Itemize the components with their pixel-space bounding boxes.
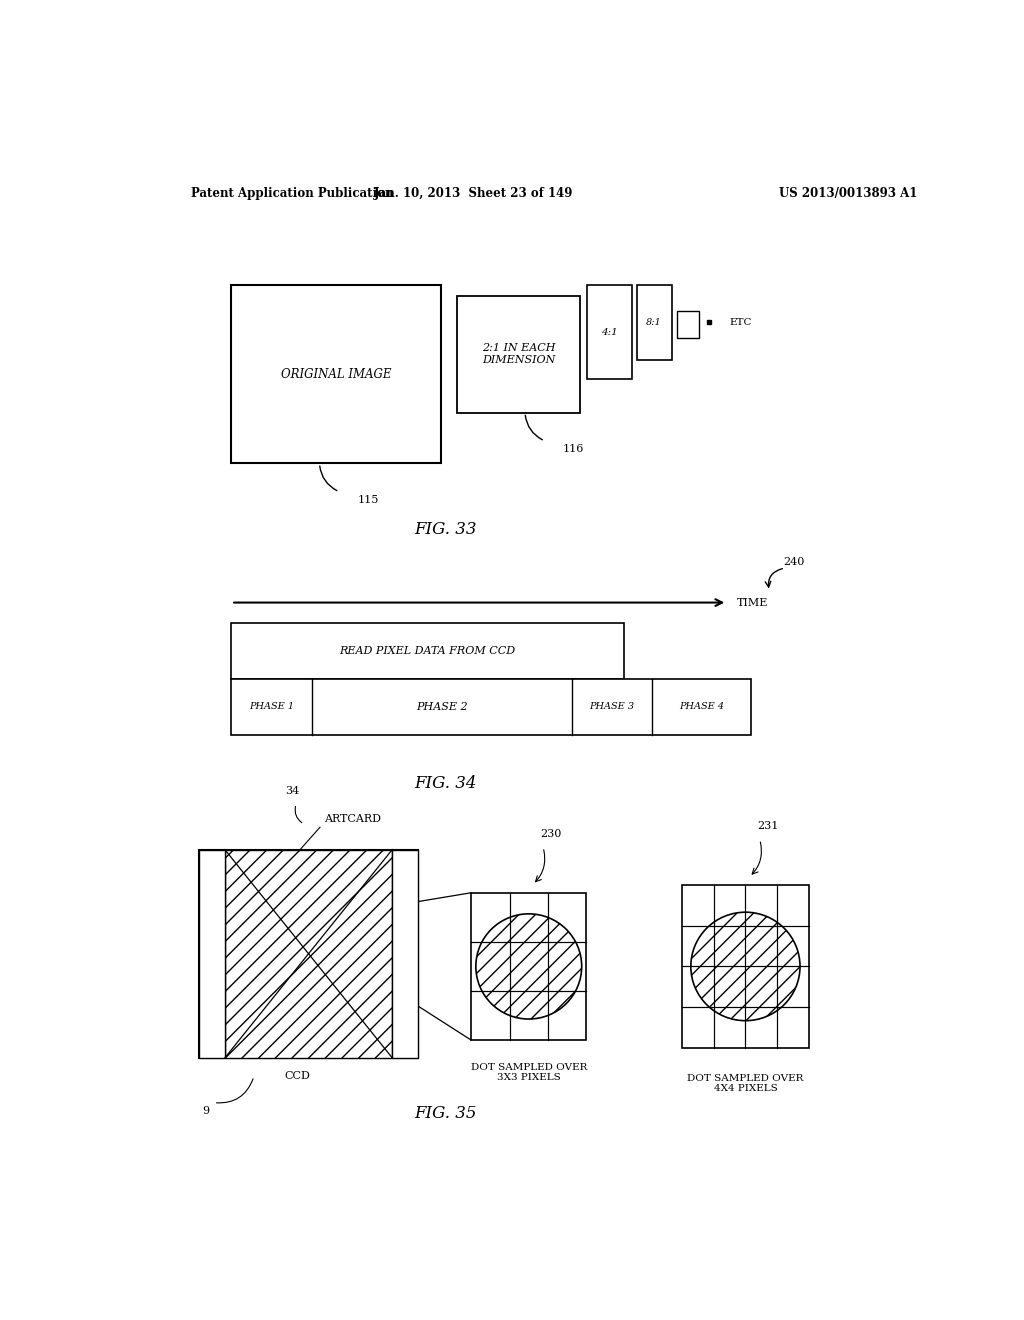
Text: Patent Application Publication: Patent Application Publication: [191, 187, 394, 201]
Text: CCD: CCD: [285, 1072, 310, 1081]
Text: ORIGINAL IMAGE: ORIGINAL IMAGE: [281, 368, 391, 381]
Ellipse shape: [691, 912, 800, 1020]
Bar: [231, 623, 624, 678]
Bar: [458, 296, 581, 412]
Text: 240: 240: [783, 557, 805, 566]
Text: TIME: TIME: [736, 598, 768, 607]
Text: FIG. 35: FIG. 35: [414, 1105, 477, 1122]
Text: 115: 115: [357, 495, 379, 506]
Bar: [200, 850, 225, 1057]
Bar: [392, 850, 418, 1057]
Text: ETC: ETC: [729, 318, 752, 326]
Text: 4:1: 4:1: [601, 327, 617, 337]
Text: PHASE 2: PHASE 2: [416, 702, 468, 711]
Text: READ PIXEL DATA FROM CCD: READ PIXEL DATA FROM CCD: [340, 645, 516, 656]
Text: PHASE 4: PHASE 4: [679, 702, 724, 711]
Text: Jan. 10, 2013  Sheet 23 of 149: Jan. 10, 2013 Sheet 23 of 149: [374, 187, 572, 201]
Bar: [677, 312, 698, 338]
Text: 230: 230: [541, 829, 562, 838]
Text: ARTCARD: ARTCARD: [324, 814, 381, 824]
Bar: [637, 285, 672, 359]
Bar: [225, 850, 392, 1057]
Text: 231: 231: [758, 821, 778, 832]
Text: DOT SAMPLED OVER
4X4 PIXELS: DOT SAMPLED OVER 4X4 PIXELS: [687, 1073, 804, 1093]
Bar: [682, 886, 809, 1048]
Text: PHASE 3: PHASE 3: [590, 702, 635, 711]
Text: FIG. 33: FIG. 33: [414, 521, 477, 537]
Text: DOT SAMPLED OVER
3X3 PIXELS: DOT SAMPLED OVER 3X3 PIXELS: [471, 1063, 587, 1082]
Text: US 2013/0013893 A1: US 2013/0013893 A1: [778, 187, 918, 201]
Bar: [587, 285, 632, 379]
Text: PHASE 1: PHASE 1: [249, 702, 294, 711]
Text: 116: 116: [563, 444, 585, 454]
Text: 34: 34: [285, 785, 299, 796]
Bar: [200, 850, 418, 1057]
Text: FIG. 34: FIG. 34: [414, 775, 477, 792]
Text: 9: 9: [202, 1106, 209, 1115]
Text: 8:1: 8:1: [646, 318, 663, 327]
Bar: [231, 678, 751, 735]
Text: 2:1 IN EACH
DIMENSION: 2:1 IN EACH DIMENSION: [482, 343, 556, 364]
Bar: [471, 892, 587, 1040]
Bar: [231, 285, 441, 463]
Ellipse shape: [476, 913, 582, 1019]
